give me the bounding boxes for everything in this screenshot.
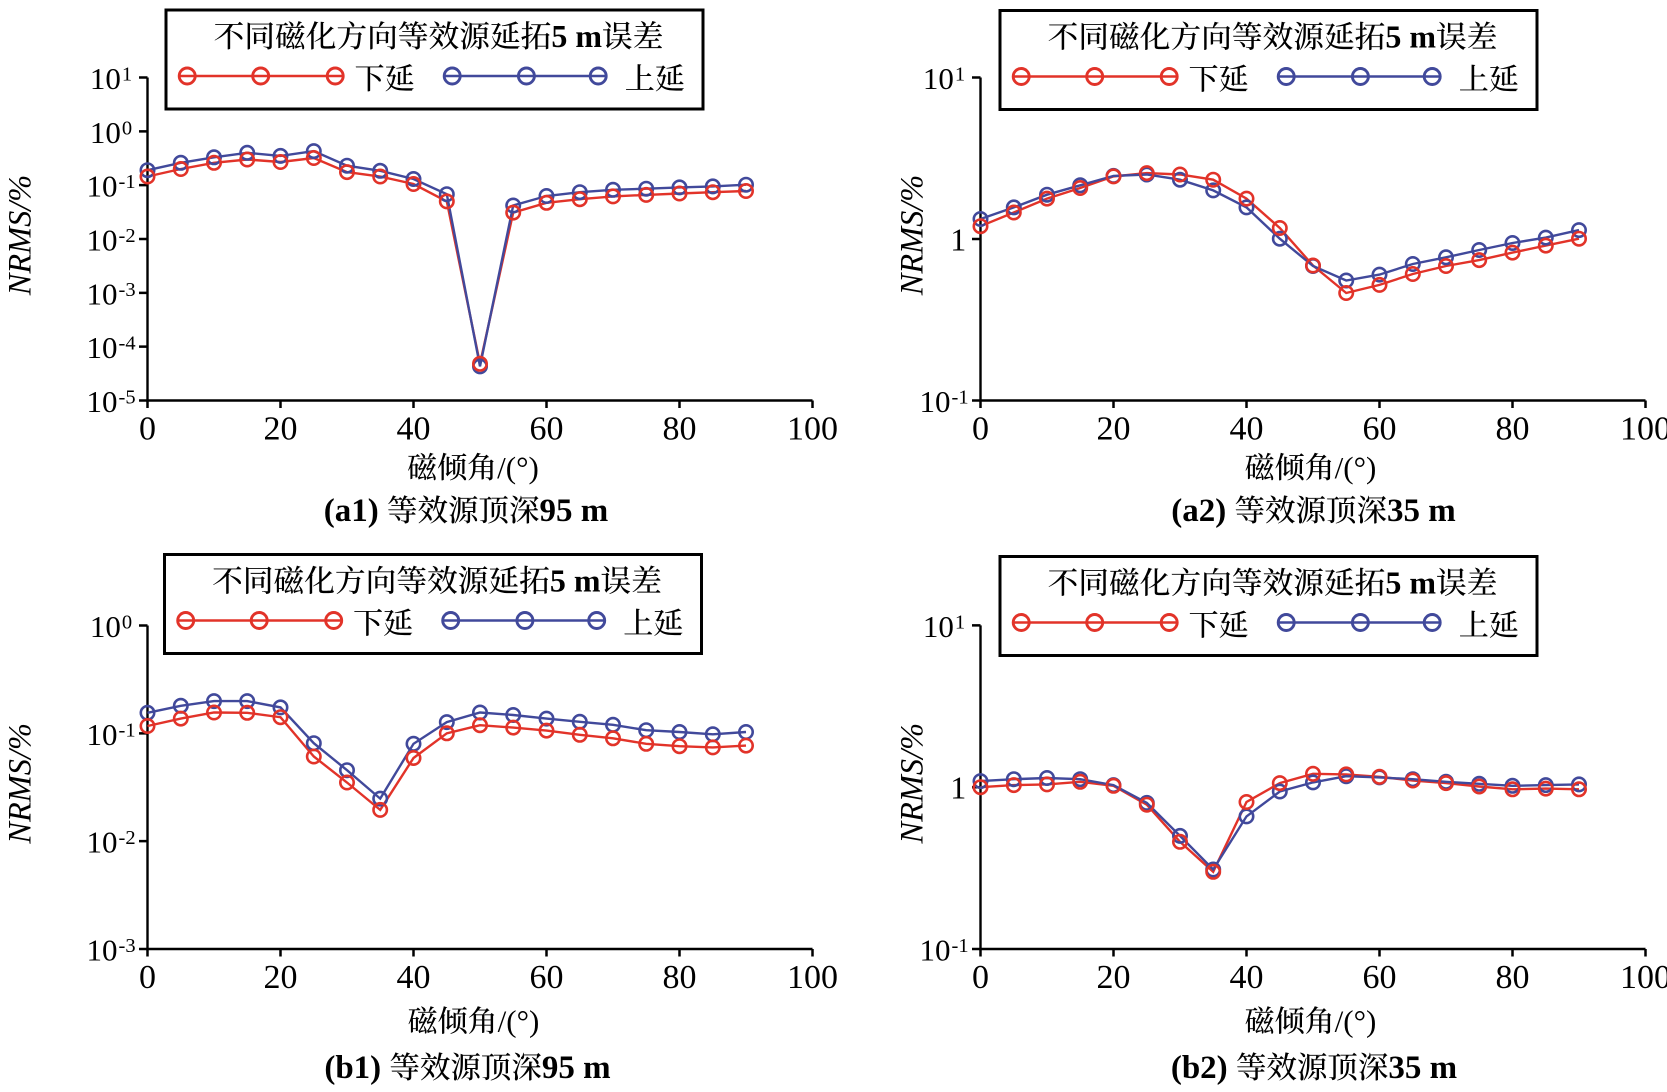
svg-text:10: 10 (87, 223, 118, 258)
svg-text:(a1): (a1) (324, 493, 379, 529)
svg-text:NRMS/%: NRMS/% (895, 723, 931, 845)
svg-text:60: 60 (530, 411, 564, 448)
svg-text:10: 10 (87, 330, 118, 365)
svg-text:35 m: 35 m (1388, 1050, 1457, 1086)
svg-text:60: 60 (1363, 411, 1397, 448)
svg-text:1: 1 (955, 611, 965, 633)
svg-text:5 m: 5 m (1385, 565, 1436, 601)
svg-text:1: 1 (122, 64, 132, 86)
svg-text:40: 40 (1230, 411, 1264, 448)
svg-text:100: 100 (787, 411, 838, 448)
svg-text:40: 40 (397, 411, 431, 448)
svg-text:(a2): (a2) (1171, 493, 1226, 529)
svg-text:(b1): (b1) (324, 1050, 381, 1086)
svg-text:40: 40 (1230, 959, 1264, 996)
svg-text:100: 100 (1620, 411, 1667, 448)
svg-text:-2: -2 (119, 827, 136, 849)
svg-text:0: 0 (139, 959, 156, 996)
svg-text:1: 1 (950, 222, 966, 258)
svg-text:100: 100 (787, 959, 838, 996)
svg-text:0: 0 (122, 612, 132, 634)
svg-text:10: 10 (920, 384, 951, 419)
svg-text:10: 10 (87, 169, 118, 204)
svg-text:10: 10 (87, 933, 118, 968)
svg-text:60: 60 (1363, 959, 1397, 996)
svg-text:80: 80 (1496, 411, 1530, 448)
svg-text:10: 10 (87, 717, 118, 752)
svg-text:80: 80 (663, 959, 697, 996)
svg-text:80: 80 (1496, 959, 1530, 996)
svg-text:20: 20 (264, 411, 298, 448)
svg-text:0: 0 (139, 411, 156, 448)
svg-text:95 m: 95 m (542, 1050, 611, 1086)
svg-text:/(°): /(°) (1335, 450, 1377, 485)
svg-text:10: 10 (923, 609, 954, 644)
svg-text:10: 10 (90, 61, 121, 96)
svg-text:10: 10 (920, 933, 951, 968)
svg-text:95 m: 95 m (539, 493, 608, 529)
svg-text:20: 20 (1097, 411, 1131, 448)
svg-text:-1: -1 (952, 387, 969, 409)
svg-text:0: 0 (122, 117, 132, 139)
svg-text:35 m: 35 m (1387, 493, 1456, 529)
svg-text:NRMS/%: NRMS/% (895, 175, 931, 297)
svg-text:60: 60 (530, 959, 564, 996)
svg-text:100: 100 (1620, 959, 1667, 996)
svg-text:-1: -1 (119, 719, 136, 741)
svg-text:20: 20 (264, 959, 298, 996)
svg-text:-3: -3 (119, 279, 136, 301)
svg-text:10: 10 (923, 61, 954, 96)
svg-text:-2: -2 (119, 225, 136, 247)
svg-text:10: 10 (90, 609, 121, 644)
svg-text:-1: -1 (119, 171, 136, 193)
svg-text:20: 20 (1097, 959, 1131, 996)
svg-text:-5: -5 (119, 387, 136, 409)
svg-text:-4: -4 (119, 333, 136, 355)
svg-text:0: 0 (972, 411, 989, 448)
svg-text:-3: -3 (119, 935, 136, 957)
svg-text:10: 10 (87, 276, 118, 311)
svg-text:NRMS/%: NRMS/% (3, 723, 39, 845)
svg-text:/(°): /(°) (498, 1004, 540, 1039)
svg-text:10: 10 (87, 384, 118, 419)
svg-text:10: 10 (87, 825, 118, 860)
svg-text:0: 0 (972, 959, 989, 996)
svg-text:1: 1 (955, 64, 965, 86)
svg-text:40: 40 (397, 959, 431, 996)
svg-text:NRMS/%: NRMS/% (3, 175, 39, 297)
svg-text:/(°): /(°) (497, 450, 539, 485)
svg-text:5 m: 5 m (551, 18, 602, 54)
svg-text:5 m: 5 m (1385, 19, 1436, 55)
svg-text:10: 10 (90, 115, 121, 150)
svg-text:/(°): /(°) (1335, 1004, 1377, 1039)
svg-text:80: 80 (663, 411, 697, 448)
svg-text:5 m: 5 m (550, 563, 601, 599)
svg-text:-1: -1 (952, 935, 969, 957)
svg-text:1: 1 (950, 770, 966, 806)
svg-text:(b2): (b2) (1171, 1050, 1228, 1086)
